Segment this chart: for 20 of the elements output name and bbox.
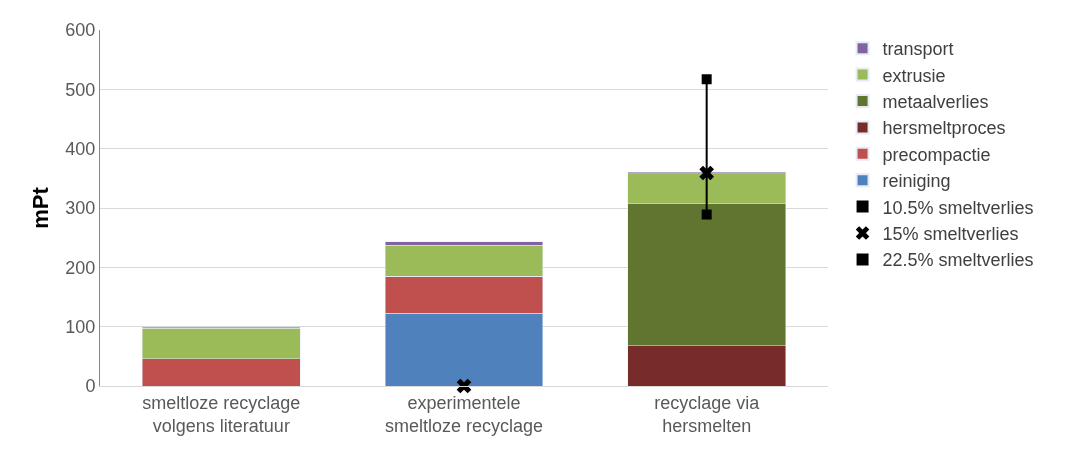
legend-label: precompactie <box>882 144 991 165</box>
y-tick-label: 200 <box>65 257 96 278</box>
y-tick-label: 0 <box>85 376 96 397</box>
legend-label: hersmeltproces <box>882 118 1006 139</box>
legend-label: metaalverlies <box>882 92 989 113</box>
legend-label: 22.5% smeltverlies <box>882 250 1034 271</box>
legend-label: 10.5% smeltverlies <box>882 197 1034 218</box>
x-tick-label: experimentele smeltloze recyclage <box>384 392 544 436</box>
y-tick-label: 400 <box>65 138 96 159</box>
y-tick-label: 600 <box>65 20 96 41</box>
legend-label: 15% smeltverlies <box>882 224 1019 245</box>
legend-label: extrusie <box>882 65 946 86</box>
y-tick-label: 300 <box>65 198 96 219</box>
legend-label: transport <box>882 39 954 60</box>
x-tick-label: recyclage via hersmelten <box>654 392 761 436</box>
x-tick-label: smeltloze recyclage volgens literatuur <box>142 392 301 436</box>
y-tick-label: 500 <box>65 79 96 100</box>
legend-label: reiniging <box>882 171 951 192</box>
y-axis-title: mPt <box>28 186 54 229</box>
y-tick-label: 100 <box>65 316 96 337</box>
